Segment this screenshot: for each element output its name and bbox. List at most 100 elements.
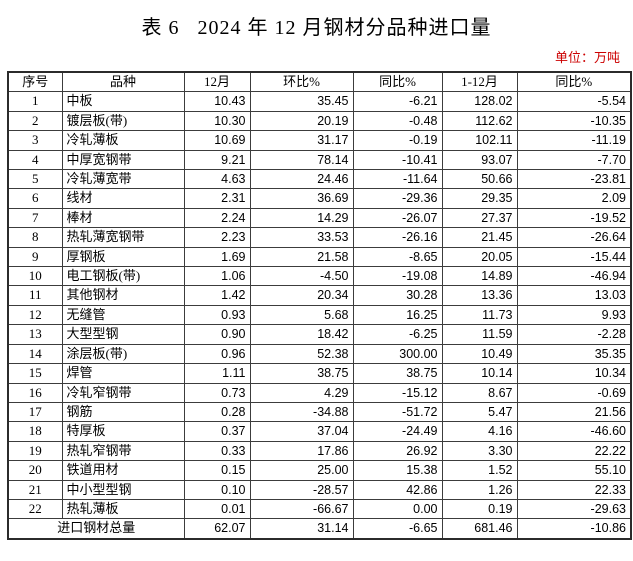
mom-pct-cell: 20.34	[249, 285, 354, 306]
jan-dec-value-cell: 4.16	[441, 421, 518, 442]
product-name-cell: 其他钢材	[61, 285, 185, 306]
header-row: 序号 品种 12月 环比% 同比% 1-12月 同比%	[7, 71, 632, 93]
mom-pct-cell: -28.57	[249, 479, 354, 500]
row-index-cell: 16	[7, 382, 63, 403]
ytd-yoy-pct-cell: -11.19	[516, 130, 632, 151]
mom-pct-cell: 33.53	[249, 227, 354, 248]
product-name-cell: 焊管	[61, 363, 185, 384]
jan-dec-value-cell: 3.30	[441, 440, 518, 462]
table-row: 3 冷轧薄板 10.69 31.17 -0.19 102.11 -11.19	[7, 130, 632, 151]
jan-dec-value-cell: 10.14	[441, 363, 518, 384]
product-name-cell: 棒材	[61, 207, 185, 229]
yoy-pct-cell: -6.21	[352, 91, 443, 112]
table-row: 17 钢筋 0.28 -34.88 -51.72 5.47 21.56	[7, 401, 632, 423]
row-index-cell: 3	[7, 130, 63, 151]
mom-pct-cell: 35.45	[249, 91, 354, 112]
row-index-cell: 1	[7, 91, 63, 112]
total-yoy-cell: -6.65	[352, 518, 443, 540]
jan-dec-value-cell: 0.19	[441, 498, 518, 520]
december-value-cell: 1.06	[183, 266, 251, 287]
jan-dec-value-cell: 102.11	[441, 130, 518, 151]
yoy-pct-cell: -15.12	[352, 382, 443, 403]
product-name-cell: 热轧薄板	[61, 498, 185, 520]
december-value-cell: 0.73	[183, 382, 251, 403]
table-row: 5 冷轧薄宽带 4.63 24.46 -11.64 50.66 -23.81	[7, 169, 632, 190]
table-row: 14 涂层板(带) 0.96 52.38 300.00 10.49 35.35	[7, 343, 632, 365]
product-name-cell: 冷轧薄板	[61, 130, 185, 151]
jan-dec-value-cell: 1.52	[441, 460, 518, 481]
table-row: 19 热轧窄钢带 0.33 17.86 26.92 3.30 22.22	[7, 440, 632, 462]
table-row: 10 电工钢板(带) 1.06 -4.50 -19.08 14.89 -46.94	[7, 266, 632, 287]
ytd-yoy-pct-cell: 2.09	[516, 188, 632, 209]
total-row: 进口钢材总量 62.07 31.14 -6.65 681.46 -10.86	[7, 518, 632, 540]
row-index-cell: 10	[7, 266, 63, 287]
ytd-yoy-pct-cell: 22.33	[516, 479, 632, 500]
december-value-cell: 10.43	[183, 91, 251, 112]
page-title: 表 6 2024 年 12 月钢材分品种进口量	[141, 17, 492, 39]
ytd-yoy-pct-cell: -5.54	[516, 91, 632, 112]
col-header-december: 12月	[183, 71, 251, 93]
mom-pct-cell: 17.86	[249, 440, 354, 462]
ytd-yoy-pct-cell: 35.35	[516, 343, 632, 365]
december-value-cell: 0.33	[183, 440, 251, 462]
total-label-cell: 进口钢材总量	[7, 518, 185, 540]
table-row: 13 大型型钢 0.90 18.42 -6.25 11.59 -2.28	[7, 324, 632, 345]
yoy-pct-cell: 15.38	[352, 460, 443, 481]
product-name-cell: 特厚板	[61, 421, 185, 442]
jan-dec-value-cell: 10.49	[441, 343, 518, 365]
yoy-pct-cell: -26.16	[352, 227, 443, 248]
december-value-cell: 1.11	[183, 363, 251, 384]
december-value-cell: 10.69	[183, 130, 251, 151]
row-index-cell: 11	[7, 285, 63, 306]
product-name-cell: 热轧窄钢带	[61, 440, 185, 462]
mom-pct-cell: -34.88	[249, 401, 354, 423]
december-value-cell: 4.63	[183, 169, 251, 190]
product-name-cell: 无缝管	[61, 304, 185, 326]
ytd-yoy-pct-cell: -7.70	[516, 149, 632, 171]
ytd-yoy-pct-cell: -23.81	[516, 169, 632, 190]
yoy-pct-cell: 38.75	[352, 363, 443, 384]
december-value-cell: 0.28	[183, 401, 251, 423]
december-value-cell: 2.24	[183, 207, 251, 229]
ytd-yoy-pct-cell: -29.63	[516, 498, 632, 520]
table-row: 7 棒材 2.24 14.29 -26.07 27.37 -19.52	[7, 207, 632, 229]
jan-dec-value-cell: 112.62	[441, 110, 518, 132]
row-index-cell: 5	[7, 169, 63, 190]
december-value-cell: 0.96	[183, 343, 251, 365]
row-index-cell: 7	[7, 207, 63, 229]
december-value-cell: 1.69	[183, 246, 251, 268]
yoy-pct-cell: -24.49	[352, 421, 443, 442]
yoy-pct-cell: -0.19	[352, 130, 443, 151]
product-name-cell: 镀层板(带)	[61, 110, 185, 132]
jan-dec-value-cell: 21.45	[441, 227, 518, 248]
table-row: 20 铁道用材 0.15 25.00 15.38 1.52 55.10	[7, 460, 632, 481]
yoy-pct-cell: -10.41	[352, 149, 443, 171]
product-name-cell: 涂层板(带)	[61, 343, 185, 365]
total-december-cell: 62.07	[183, 518, 251, 540]
row-index-cell: 13	[7, 324, 63, 345]
row-index-cell: 15	[7, 363, 63, 384]
table-row: 1 中板 10.43 35.45 -6.21 128.02 -5.54	[7, 91, 632, 112]
jan-dec-value-cell: 1.26	[441, 479, 518, 500]
yoy-pct-cell: -26.07	[352, 207, 443, 229]
table-row: 9 厚钢板 1.69 21.58 -8.65 20.05 -15.44	[7, 246, 632, 268]
jan-dec-value-cell: 20.05	[441, 246, 518, 268]
yoy-pct-cell: 300.00	[352, 343, 443, 365]
row-index-cell: 22	[7, 498, 63, 520]
row-index-cell: 4	[7, 149, 63, 171]
col-header-mom-pct: 环比%	[249, 71, 354, 93]
yoy-pct-cell: -29.36	[352, 188, 443, 209]
mom-pct-cell: 78.14	[249, 149, 354, 171]
product-name-cell: 线材	[61, 188, 185, 209]
december-value-cell: 0.15	[183, 460, 251, 481]
row-index-cell: 6	[7, 188, 63, 209]
col-header-seq: 序号	[7, 71, 63, 93]
jan-dec-value-cell: 5.47	[441, 401, 518, 423]
ytd-yoy-pct-cell: -46.94	[516, 266, 632, 287]
total-mom-cell: 31.14	[249, 518, 354, 540]
jan-dec-value-cell: 93.07	[441, 149, 518, 171]
col-header-product: 品种	[61, 71, 185, 93]
yoy-pct-cell: -6.25	[352, 324, 443, 345]
row-index-cell: 2	[7, 110, 63, 132]
december-value-cell: 2.31	[183, 188, 251, 209]
